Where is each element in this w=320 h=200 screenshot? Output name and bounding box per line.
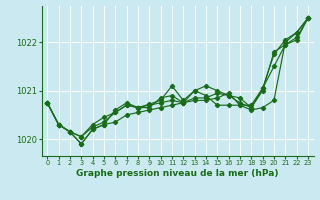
X-axis label: Graphe pression niveau de la mer (hPa): Graphe pression niveau de la mer (hPa)	[76, 169, 279, 178]
